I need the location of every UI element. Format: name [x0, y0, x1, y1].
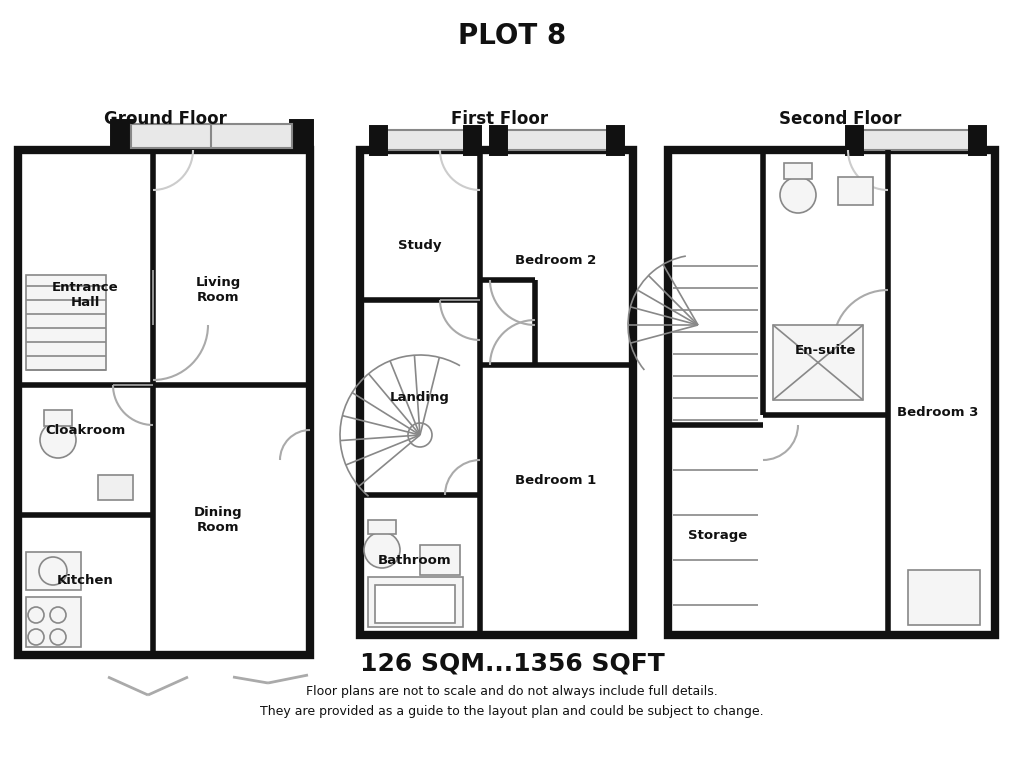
Text: Entrance
Hall: Entrance Hall [51, 281, 119, 309]
Text: Living
Room: Living Room [196, 276, 241, 304]
Text: Bedroom 2: Bedroom 2 [515, 253, 597, 266]
Bar [360, 150, 633, 635]
Bar [838, 177, 873, 205]
Bar [368, 577, 463, 627]
Bar [851, 130, 980, 150]
Bar [495, 130, 618, 150]
Text: Storage: Storage [688, 528, 748, 541]
Text: Landing: Landing [390, 390, 450, 403]
Bar [773, 325, 863, 400]
Bar [784, 163, 812, 179]
Bar [375, 130, 475, 150]
Bar [420, 545, 460, 575]
Text: Floor plans are not to scale and do not always include full details.: Floor plans are not to scale and do not … [306, 685, 718, 698]
Text: Cloakroom: Cloakroom [45, 424, 125, 437]
Circle shape [364, 532, 400, 568]
Circle shape [40, 422, 76, 458]
Text: Bathroom: Bathroom [378, 554, 452, 567]
Bar [466, 128, 478, 152]
Text: 126 SQM...1356 SQFT: 126 SQM...1356 SQFT [359, 651, 665, 675]
Text: First Floor: First Floor [452, 110, 549, 128]
Text: PLOT 8: PLOT 8 [458, 22, 566, 50]
Text: They are provided as a guide to the layout plan and could be subject to change.: They are provided as a guide to the layo… [260, 705, 764, 718]
Bar [98, 475, 133, 500]
Circle shape [780, 177, 816, 213]
Bar [131, 124, 292, 148]
Bar [368, 520, 396, 534]
Bar [18, 150, 310, 655]
Text: En-suite: En-suite [795, 343, 856, 357]
Bar [372, 128, 384, 152]
Text: Study: Study [398, 239, 441, 252]
Text: Second Floor: Second Floor [779, 110, 901, 128]
Text: Bedroom 3: Bedroom 3 [897, 407, 979, 420]
Bar [26, 275, 106, 370]
Bar [492, 128, 504, 152]
Bar [292, 122, 310, 150]
Bar [44, 410, 72, 426]
Bar [971, 128, 983, 152]
Bar [26, 552, 81, 590]
Bar [113, 122, 131, 150]
Bar [848, 128, 860, 152]
Bar [609, 128, 621, 152]
Bar [908, 570, 980, 625]
Bar [375, 585, 455, 623]
Bar [26, 597, 81, 647]
Text: Dining
Room: Dining Room [194, 506, 243, 534]
Text: Ground Floor: Ground Floor [103, 110, 226, 128]
Text: Bedroom 1: Bedroom 1 [515, 474, 597, 487]
Text: Kitchen: Kitchen [56, 574, 114, 587]
Bar [668, 150, 995, 635]
